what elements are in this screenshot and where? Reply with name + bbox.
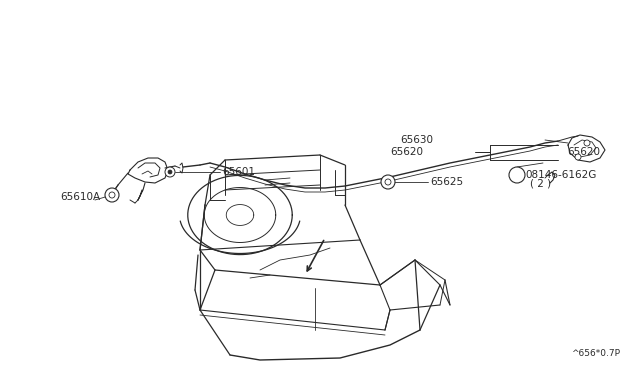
Circle shape xyxy=(584,140,590,146)
Text: 65601: 65601 xyxy=(222,167,255,177)
Text: 65620: 65620 xyxy=(390,147,423,157)
Text: ^656*0.7P: ^656*0.7P xyxy=(571,349,620,358)
Circle shape xyxy=(105,188,119,202)
Text: B: B xyxy=(513,170,520,180)
Circle shape xyxy=(168,170,172,174)
Text: 65630: 65630 xyxy=(400,135,433,145)
Circle shape xyxy=(509,167,525,183)
Circle shape xyxy=(165,167,175,177)
Circle shape xyxy=(109,192,115,198)
Text: 65625: 65625 xyxy=(430,177,463,187)
Circle shape xyxy=(575,154,581,160)
Text: ( 2 ): ( 2 ) xyxy=(530,178,551,188)
Text: 65620: 65620 xyxy=(567,147,600,157)
Text: 08146-6162G: 08146-6162G xyxy=(525,170,596,180)
Text: 65610A: 65610A xyxy=(60,192,100,202)
Circle shape xyxy=(381,175,395,189)
Circle shape xyxy=(385,179,391,185)
